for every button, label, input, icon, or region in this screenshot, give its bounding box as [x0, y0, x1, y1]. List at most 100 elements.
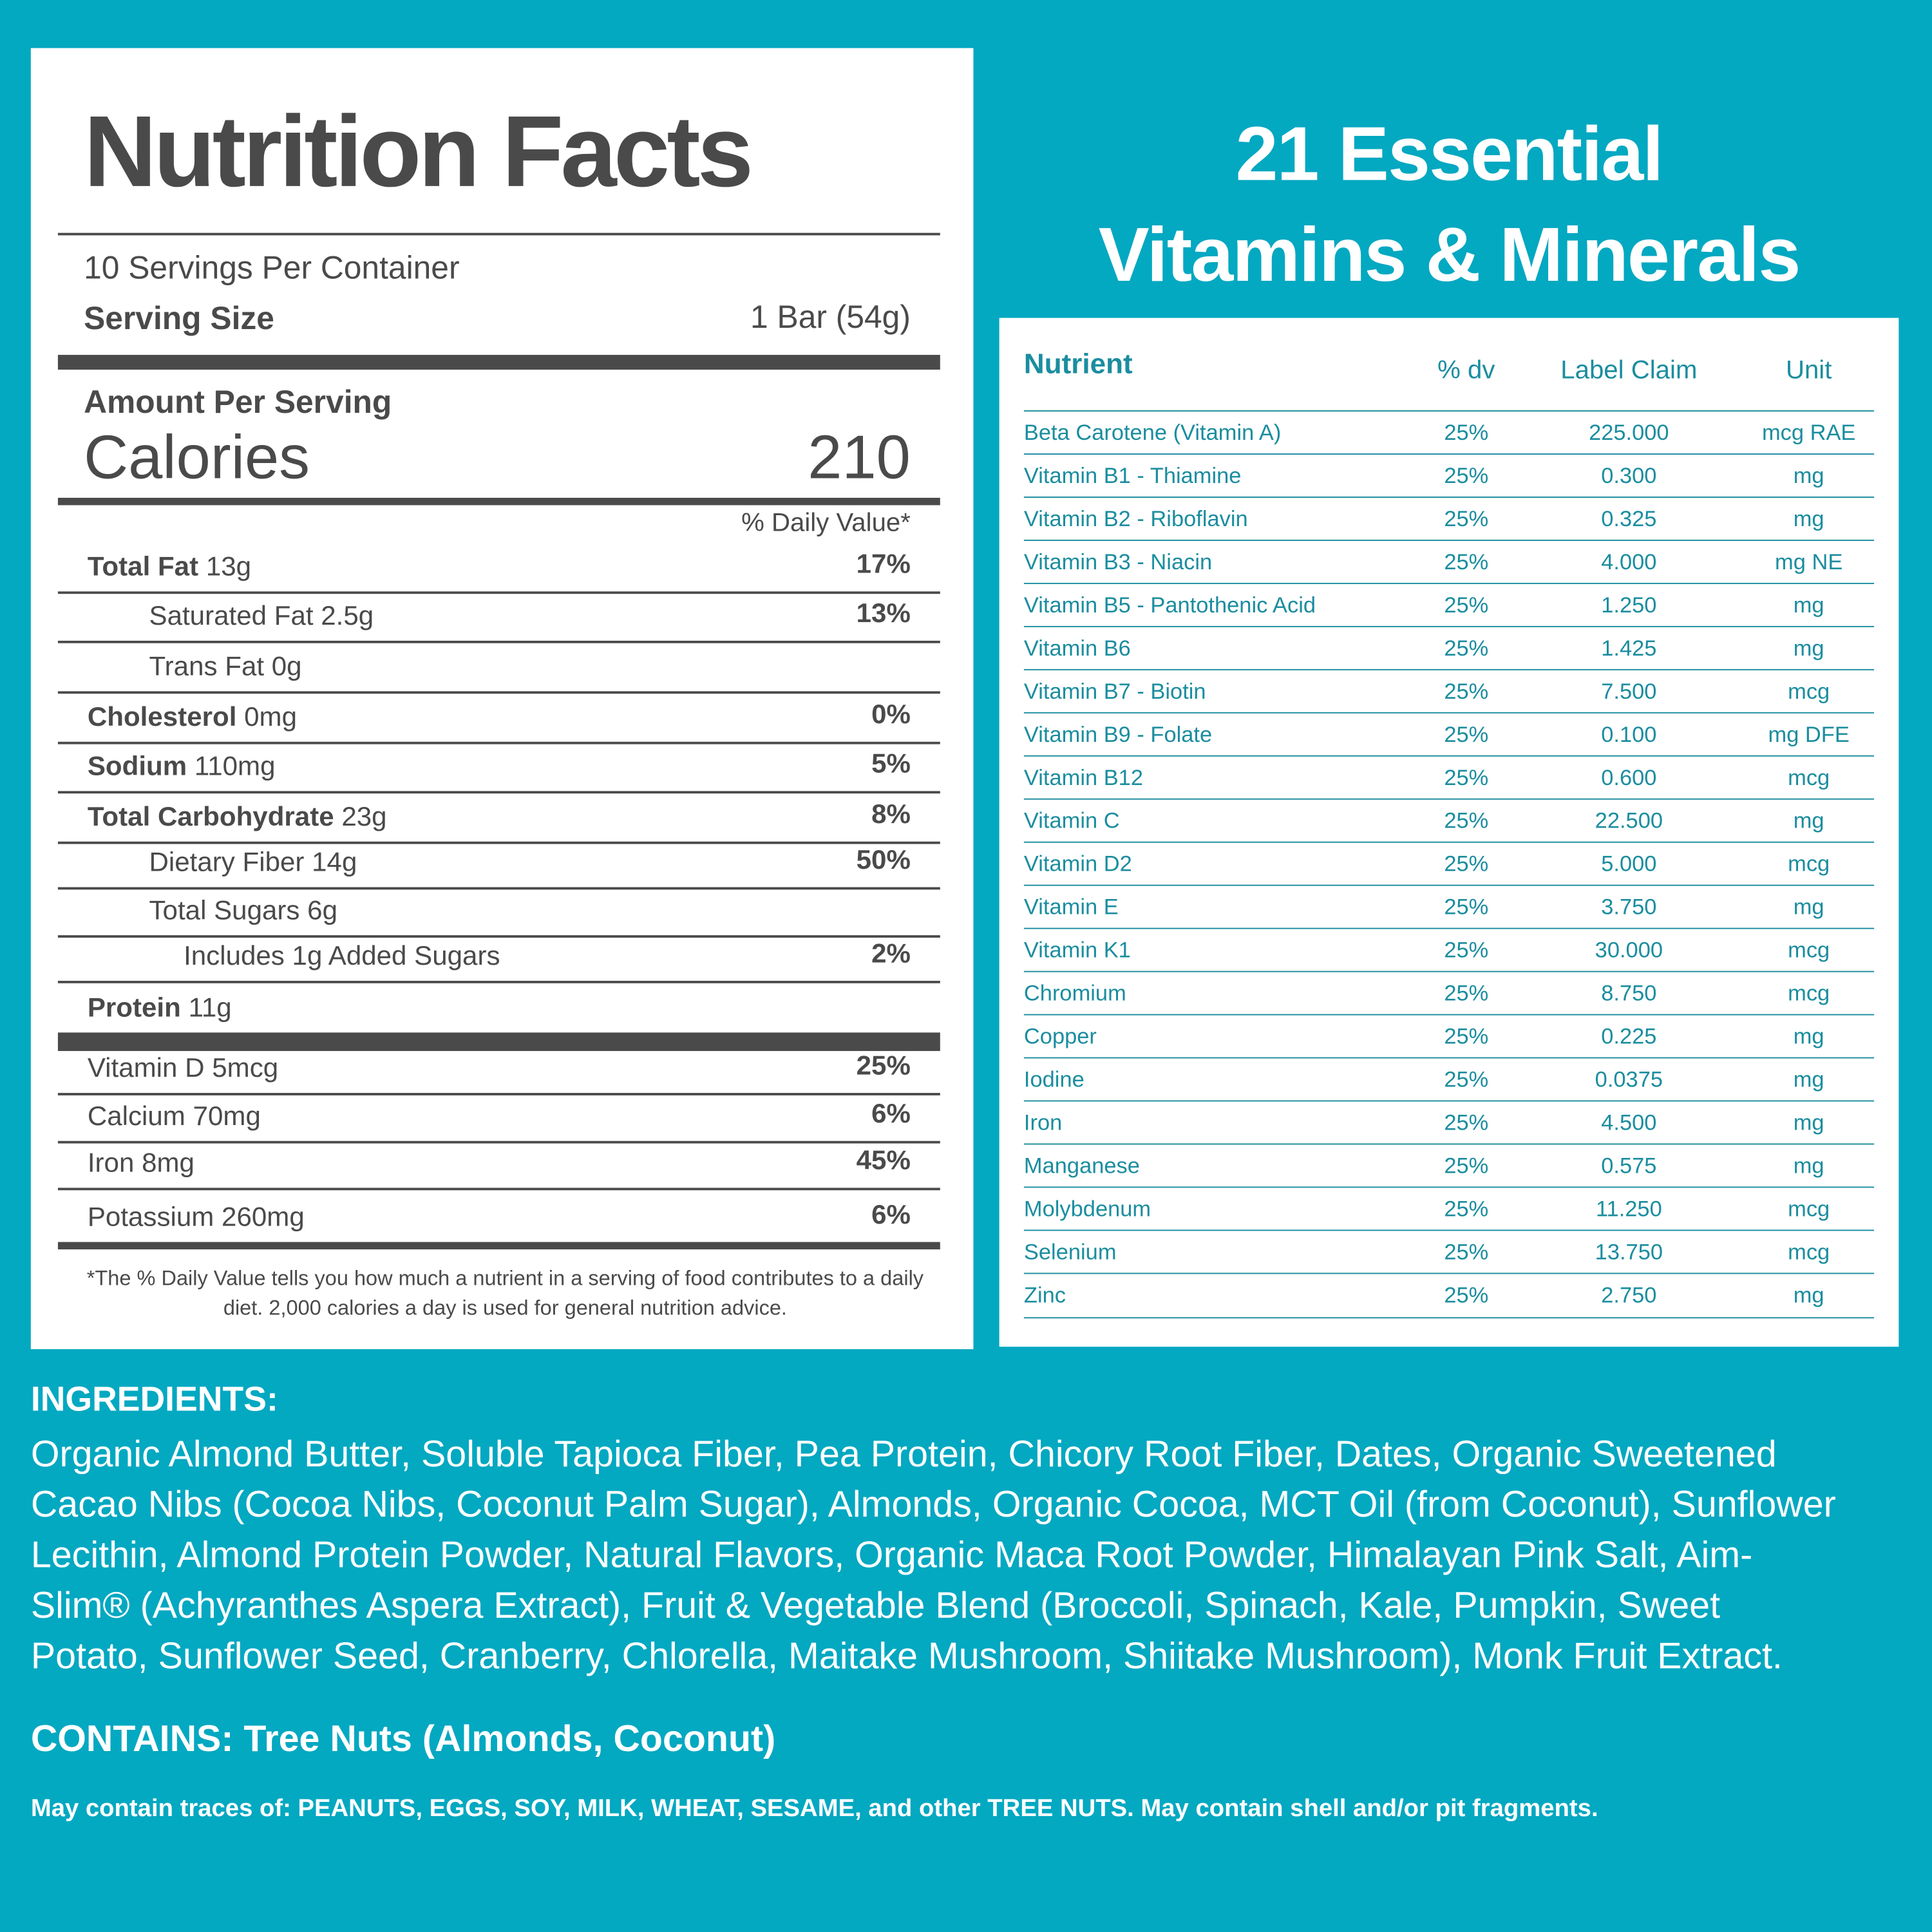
nutrient-label: Total Carbohydrate 23g — [88, 801, 387, 833]
daily-value: 2% — [871, 937, 911, 969]
table-cell: Vitamin K1 — [1023, 937, 1131, 963]
table-cell: 0.300 — [1601, 463, 1657, 488]
nutrient-label: Sodium 110mg — [88, 750, 276, 782]
table-cell: 4.500 — [1601, 1110, 1657, 1135]
nutrient-amount: 11g — [188, 992, 232, 1023]
table-cell: Copper — [1023, 1023, 1097, 1049]
table-row: Selenium 25% 13.750 mcg — [1023, 1229, 1875, 1274]
table-cell: mg NE — [1775, 549, 1843, 574]
table-cell: 25% — [1444, 1196, 1489, 1222]
table-cell: 30.000 — [1595, 937, 1663, 963]
table-cell: Vitamin B9 - Folate — [1023, 722, 1213, 747]
table-cell: Vitamin C — [1023, 808, 1120, 833]
dv-header: % Daily Value* — [741, 509, 911, 538]
daily-value: 0% — [871, 698, 911, 730]
title: Nutrition Facts — [84, 96, 753, 209]
table-row: Vitamin B2 - Riboflavin 25% 0.325 mg — [1023, 497, 1875, 541]
table-cell: mcg — [1788, 1196, 1830, 1222]
nutrient-text: Vitamin D 5mcg — [87, 1052, 279, 1083]
table-cell: mcg — [1788, 1239, 1830, 1265]
daily-value: 17% — [856, 548, 911, 580]
calories-value: 210 — [808, 422, 911, 492]
nutrient-row: Total Carbohydrate 23g 8% — [57, 793, 940, 844]
table-row: Vitamin E 25% 3.750 mg — [1023, 884, 1875, 929]
table-cell: mg — [1793, 808, 1824, 833]
nutrient-row: Protein 11g — [58, 983, 940, 1033]
essentials-table: Nutrient % dv Label Claim Unit Beta Carotene… — [999, 317, 1899, 1347]
table-cell: 7.500 — [1601, 679, 1657, 704]
nutrient-row: Potassium 260mg 6% — [58, 1190, 940, 1242]
table-cell: mg — [1793, 636, 1824, 661]
table-cell: 225.000 — [1589, 420, 1669, 445]
table-cell: 25% — [1444, 592, 1489, 618]
contains: CONTAINS: Tree Nuts (Almonds, Coconut) — [30, 1719, 776, 1760]
table-row: Beta Carotene (Vitamin A) 25% 225.000 mcg R… — [1023, 410, 1875, 455]
table-cell: 25% — [1444, 1282, 1489, 1307]
table-cell: 25% — [1444, 679, 1489, 704]
nutrient-row: Includes 1g Added Sugars 2% — [57, 937, 940, 983]
amount-per-serving: Amount Per Serving — [84, 383, 392, 421]
nutrient-name: Cholesterol — [87, 701, 237, 732]
table-cell: 25% — [1444, 895, 1489, 920]
table-cell: mg — [1793, 1282, 1824, 1307]
table-cell: Vitamin B6 — [1023, 636, 1131, 661]
table-row: Manganese 25% 0.575 mg — [1023, 1143, 1875, 1188]
table-row: Vitamin C 25% 22.500 mg — [1023, 798, 1875, 843]
table-row: Copper 25% 0.225 mg — [1023, 1014, 1875, 1059]
table-cell: 22.500 — [1595, 808, 1663, 833]
nutrient-amount: 13g — [205, 551, 252, 582]
table-cell: 25% — [1444, 506, 1489, 531]
nutrient-text: Dietary Fiber 14g — [149, 846, 357, 878]
ingredients-text: Organic Almond Butter, Soluble Tapioca F… — [30, 1434, 1836, 1677]
nutrient-text: Includes 1g Added Sugars — [184, 940, 500, 971]
daily-value: 8% — [871, 798, 911, 829]
header-cell: % dv — [1437, 355, 1495, 384]
table-row: Vitamin B7 - Biotin 25% 7.500 mcg — [1023, 668, 1875, 714]
table-cell: Vitamin B1 - Thiamine — [1023, 463, 1242, 488]
table-cell: 25% — [1444, 851, 1489, 876]
table-cell: 25% — [1444, 420, 1489, 445]
medium-rule — [57, 1242, 940, 1250]
table-cell: mg — [1793, 1066, 1824, 1092]
table-cell: Molybdenum — [1023, 1196, 1151, 1222]
table-cell: 25% — [1444, 463, 1489, 488]
table-cell: 25% — [1444, 1239, 1489, 1265]
table-row: Vitamin B9 - Folate 25% 0.100 mg DFE — [1023, 712, 1875, 757]
table-row: Vitamin K1 25% 30.000 mcg — [1023, 927, 1875, 972]
table-cell: 25% — [1444, 1023, 1489, 1049]
table-cell: 4.000 — [1601, 549, 1657, 574]
nutrient-label: Dietary Fiber 14g — [149, 846, 357, 878]
nutrient-text: Trans Fat 0g — [149, 650, 302, 682]
nutrient-name: Total Fat — [87, 551, 199, 582]
table-row: Vitamin B12 25% 0.600 mcg — [1023, 755, 1875, 800]
table-cell: 13.750 — [1595, 1239, 1663, 1265]
table-cell: Vitamin B2 - Riboflavin — [1023, 506, 1248, 531]
table-cell: 1.425 — [1601, 636, 1657, 661]
table-cell: Beta Carotene (Vitamin A) — [1023, 420, 1282, 445]
table-cell: 25% — [1444, 808, 1489, 833]
table-cell: 25% — [1444, 549, 1489, 574]
nutrient-label: Includes 1g Added Sugars — [184, 940, 500, 972]
table-cell: Vitamin E — [1023, 895, 1119, 920]
table-cell: 25% — [1444, 765, 1489, 790]
table-row: Vitamin B6 25% 1.425 mg — [1023, 625, 1875, 670]
table-cell: 0.575 — [1601, 1153, 1657, 1179]
nutrient-row: Iron 8mg 45% — [57, 1144, 940, 1191]
title-line: 21 Essential — [1235, 112, 1664, 198]
table-cell: 0.100 — [1601, 722, 1657, 747]
table-cell: mg — [1793, 592, 1824, 618]
nutrient-label: Potassium 260mg — [88, 1201, 305, 1233]
table-cell: 25% — [1444, 980, 1489, 1006]
nutrient-row: Vitamin D 5mcg 25% — [57, 1050, 940, 1095]
nutrient-row: Total Sugars 6g — [57, 889, 940, 938]
table-cell: mcg — [1788, 765, 1830, 790]
table-row: Zinc 25% 2.750 mg — [1023, 1273, 1875, 1319]
table-cell: mg — [1793, 1153, 1824, 1179]
calories-label: Calories — [84, 422, 310, 492]
nutrient-row: Cholesterol 0mg 0% — [57, 694, 940, 744]
table-row: Vitamin B1 - Thiamine 25% 0.300 mg — [1023, 453, 1875, 498]
nutrient-text: Calcium 70mg — [87, 1100, 261, 1132]
nutrient-row: Saturated Fat 2.5g 13% — [57, 594, 940, 643]
